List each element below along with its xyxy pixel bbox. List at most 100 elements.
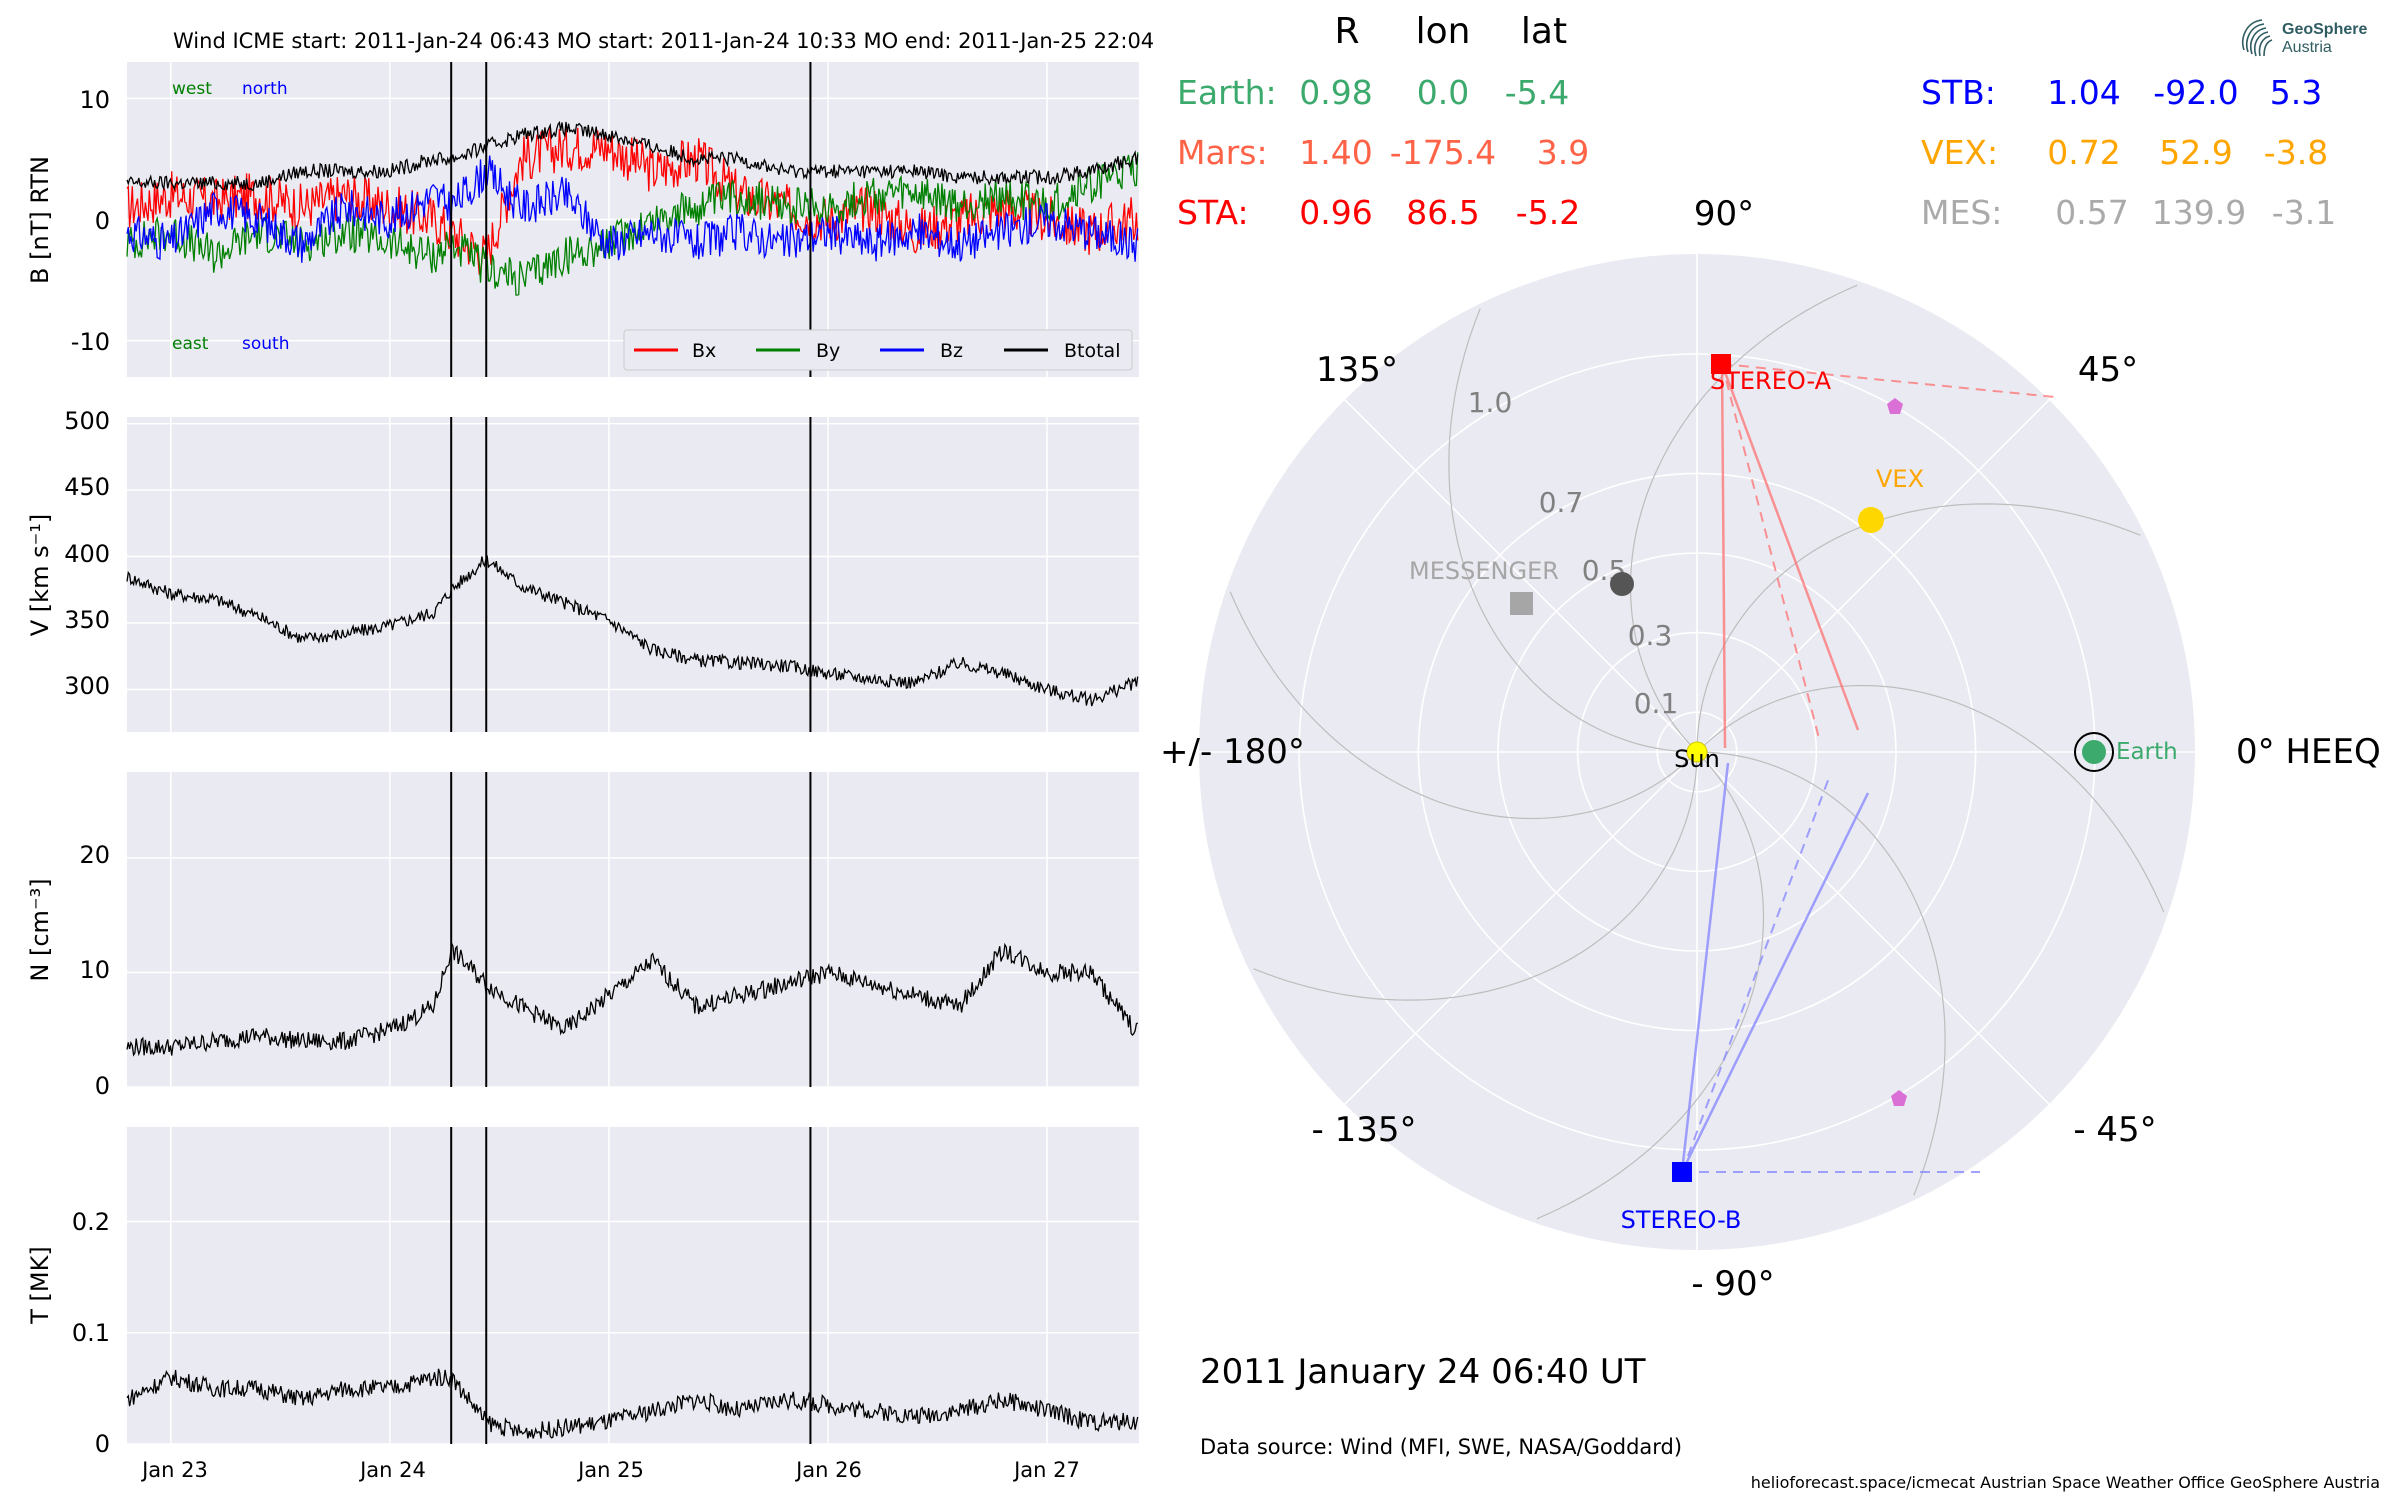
stb-line <box>1680 762 1730 1173</box>
b-ytick: -10 <box>71 328 110 356</box>
xtick-label: Jan 24 <box>358 1458 426 1482</box>
sta-line <box>1721 363 2056 398</box>
series-line-btotal <box>126 120 1139 192</box>
v-ytick: 350 <box>64 606 110 634</box>
xtick-label: Jan 23 <box>140 1458 208 1482</box>
row-sta-r: 0.96 <box>1299 193 1372 232</box>
row-sta-name: STA: <box>1177 193 1249 232</box>
v-ytick: 450 <box>64 473 110 501</box>
sun-marker <box>1686 741 1708 763</box>
angle-label-180: +/- 180° <box>1160 732 1305 772</box>
row-earth-lon: 0.0 <box>1417 73 1469 112</box>
angle-label-minus45: - 45° <box>2073 1110 2156 1150</box>
angle-spoke <box>1344 751 1698 1105</box>
n-ytick: 20 <box>79 841 110 869</box>
angle-spoke <box>1696 751 2050 1105</box>
parker-spiral-line <box>1536 751 1765 1220</box>
earth-label: Earth <box>2116 739 2178 765</box>
sta-fov-lines <box>1720 363 2056 749</box>
sta-line <box>1720 363 1860 731</box>
xtick-label: Jan 26 <box>794 1458 862 1482</box>
parker-spiral-line <box>1253 751 1698 1001</box>
event-header: Wind ICME start: 2011-Jan-24 06:43 MO st… <box>173 29 1154 53</box>
n-ytick: 10 <box>79 956 110 984</box>
position-table: R lon lat Earth: 0.98 0.0 -5.4 Mars: 1.4… <box>1177 11 2336 232</box>
geosphere-logo: GeoSphere Austria <box>2238 12 2388 62</box>
row-stb-name: STB: <box>1921 73 1996 112</box>
angle-label-135: 135° <box>1316 350 1398 390</box>
vex-label: VEX <box>1876 465 1924 493</box>
row-vex-lon: 52.9 <box>2159 133 2232 172</box>
stereo-b-label: STEREO-B <box>1621 1206 1742 1234</box>
parker-spirals <box>1229 284 2165 1220</box>
panel-t-background <box>127 1127 1139 1444</box>
t-ytick: 0 <box>95 1430 110 1458</box>
angle-label-45: 45° <box>2078 350 2138 390</box>
geosphere-logo-mark: GeoSphere Austria <box>2242 19 2367 57</box>
datetime-label: 2011 January 24 06:40 UT <box>1200 1352 1646 1392</box>
legend-label-btotal: Btotal <box>1064 340 1120 362</box>
row-mars-lon: -175.4 <box>1390 133 1496 172</box>
angle-spoke <box>1696 399 2050 753</box>
stb-line <box>1681 774 1831 1173</box>
legend-label-bx: Bx <box>692 340 716 362</box>
row-stb-r: 1.04 <box>2047 73 2120 112</box>
row-earth-r: 0.98 <box>1299 73 1372 112</box>
angle-label-0: 0° HEEQ <box>2236 732 2381 772</box>
v-ytick: 300 <box>64 672 110 700</box>
data-source-label: Data source: Wind (MFI, SWE, NASA/Goddar… <box>1200 1435 1682 1459</box>
table-header-lon: lon <box>1416 11 1471 52</box>
b-legend: Bx By Bz Btotal <box>623 329 1133 371</box>
sta-line <box>1720 363 1727 749</box>
xtick-label: Jan 27 <box>1012 1458 1080 1482</box>
logo-line2: Austria <box>2282 39 2332 56</box>
legend-label-bz: Bz <box>940 340 963 362</box>
series-line-by <box>126 152 1139 296</box>
annot-north: north <box>242 79 288 99</box>
row-mes-r: 0.57 <box>2055 193 2128 232</box>
row-vex-r: 0.72 <box>2047 133 2120 172</box>
b-ytick: 10 <box>79 86 110 114</box>
spacecraft-marker-upper <box>1887 398 1903 414</box>
b-ytick: 0 <box>95 207 110 235</box>
row-stb-lat: 5.3 <box>2270 73 2322 112</box>
stb-line <box>1680 792 1870 1173</box>
y-tick-labels: 10 0 -10 500 450 400 350 300 20 10 0 0.2… <box>64 86 110 1458</box>
angle-label-90: 90° <box>1694 194 1754 234</box>
parker-spiral-line <box>1229 591 1698 820</box>
t-ylabel: T [MK] <box>26 1246 54 1324</box>
annot-west: west <box>172 79 212 99</box>
v-ytick: 400 <box>64 540 110 568</box>
vex-marker <box>1858 507 1884 533</box>
sta-line <box>1721 363 1821 743</box>
panel-n-background <box>127 772 1139 1087</box>
n-ytick: 0 <box>95 1072 110 1100</box>
parker-spiral-line <box>1696 751 1946 1196</box>
parker-spiral-line <box>1696 684 2165 913</box>
row-mes-lon: 139.9 <box>2152 193 2246 232</box>
xtick-label: Jan 25 <box>576 1458 644 1482</box>
timeseries-grid <box>127 62 1139 1445</box>
row-mes-name: MES: <box>1921 193 2002 232</box>
stereo-a-marker <box>1711 354 1731 374</box>
credits-label: helioforecast.space/icmecat Austrian Spa… <box>1751 1473 2380 1492</box>
angle-label-minus135: - 135° <box>1312 1110 1417 1150</box>
row-mars-r: 1.40 <box>1299 133 1372 172</box>
row-mars-lat: 3.9 <box>1537 133 1589 172</box>
row-earth-name: Earth: <box>1177 73 1277 112</box>
stb-fov-lines <box>1680 762 1980 1173</box>
series-line-n <box>126 940 1139 1057</box>
earth-ring <box>2074 732 2114 772</box>
x-tick-labels: Jan 23 Jan 24 Jan 25 Jan 26 Jan 27 <box>140 1458 1080 1482</box>
timeseries-lines <box>126 120 1139 1439</box>
timeseries-panels <box>127 62 1139 1444</box>
event-markers <box>450 62 812 1444</box>
t-ytick: 0.1 <box>72 1319 110 1347</box>
b-ylabel: B [nT] RTN <box>26 156 54 284</box>
series-line-v <box>126 555 1139 707</box>
row-sta-lon: 86.5 <box>1406 193 1479 232</box>
sun-label: Sun <box>1674 745 1720 773</box>
n-ylabel: N [cm⁻³] <box>26 878 54 981</box>
polar-position-plot: 1.0 0.7 0.5 0.3 0.1 90° 45° 135° 0° HEEQ… <box>1160 194 2381 1304</box>
